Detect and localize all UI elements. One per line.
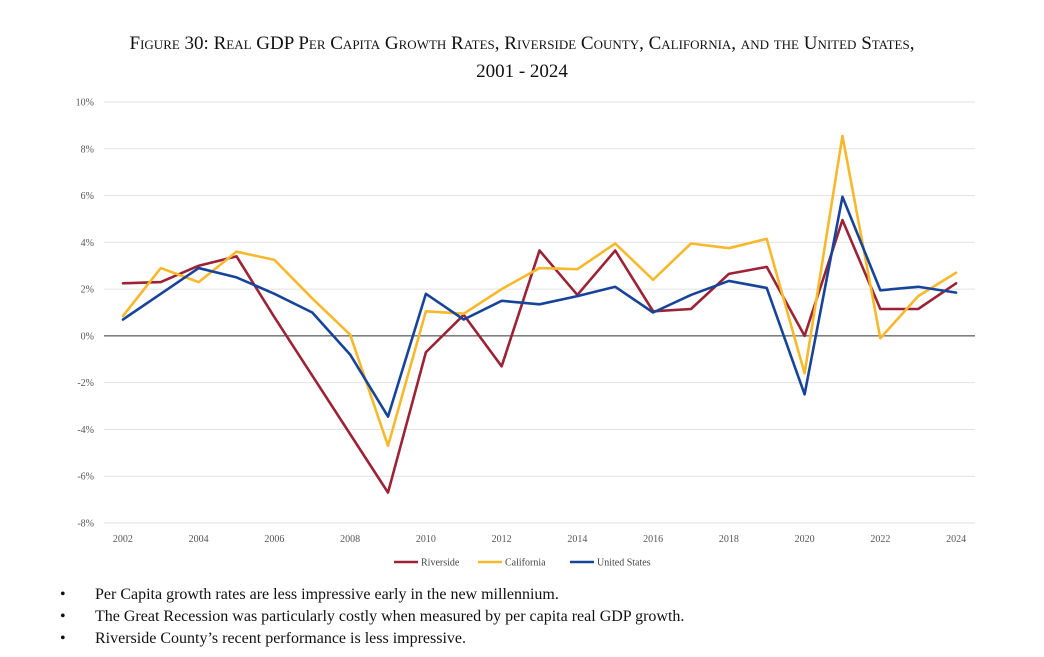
y-tick-label: 6% — [81, 191, 94, 202]
y-tick-label: -6% — [77, 472, 94, 483]
x-tick-label: 2012 — [492, 534, 512, 545]
series-line-california — [121, 134, 958, 448]
chart-title-line2: 2001 - 2024 — [476, 61, 568, 82]
y-tick-label: -4% — [77, 425, 94, 436]
line-chart: 10% 8% 6% 4% 2% 0% -2% -4% -6% -8% 2002 2004 2006 200… — [76, 98, 975, 569]
bullet-text: Riverside County’s recent performance is… — [95, 630, 467, 647]
x-tick-label: 2014 — [567, 534, 587, 545]
chart-title: Figure 30: Real GDP Per Capita Growth Ra… — [0, 30, 1044, 86]
x-tick-label: 2016 — [643, 534, 663, 545]
list-item: • Per Capita growth rates are less impre… — [60, 584, 684, 606]
y-tick-label: 0% — [81, 331, 94, 342]
bullet-list: • Per Capita growth rates are less impre… — [60, 584, 684, 650]
x-tick-label: 2004 — [189, 534, 209, 545]
series-line-united-states — [121, 195, 958, 418]
list-item: • The Great Recession was particularly c… — [60, 606, 684, 628]
x-tick-label: 2020 — [795, 534, 815, 545]
bullet-icon: • — [60, 586, 66, 603]
bullet-text: Per Capita growth rates are less impress… — [95, 586, 559, 603]
legend-label: California — [505, 558, 546, 569]
y-tick-label: -8% — [77, 519, 94, 530]
bullet-icon: • — [60, 630, 66, 647]
x-tick-label: 2018 — [719, 534, 739, 545]
y-tick-label: -2% — [77, 378, 94, 389]
x-tick-label: 2006 — [264, 534, 284, 545]
legend-label: United States — [597, 558, 651, 569]
x-tick-label: 2010 — [416, 534, 436, 545]
x-tick-label: 2008 — [340, 534, 360, 545]
y-tick-label: 8% — [81, 144, 94, 155]
chart-title-line1: Figure 30: Real GDP Per Capita Growth Ra… — [129, 33, 915, 54]
y-tick-label: 2% — [81, 285, 94, 296]
list-item: • Riverside County’s recent performance … — [60, 628, 684, 650]
bullet-text: The Great Recession was particularly cos… — [95, 608, 685, 625]
legend-label: Riverside — [421, 558, 460, 569]
y-tick-label: 10% — [76, 98, 94, 109]
x-tick-label: 2002 — [113, 534, 133, 545]
x-tick-label: 2024 — [946, 534, 966, 545]
y-tick-label: 4% — [81, 238, 94, 249]
bullet-icon: • — [60, 608, 66, 625]
x-tick-label: 2022 — [870, 534, 890, 545]
